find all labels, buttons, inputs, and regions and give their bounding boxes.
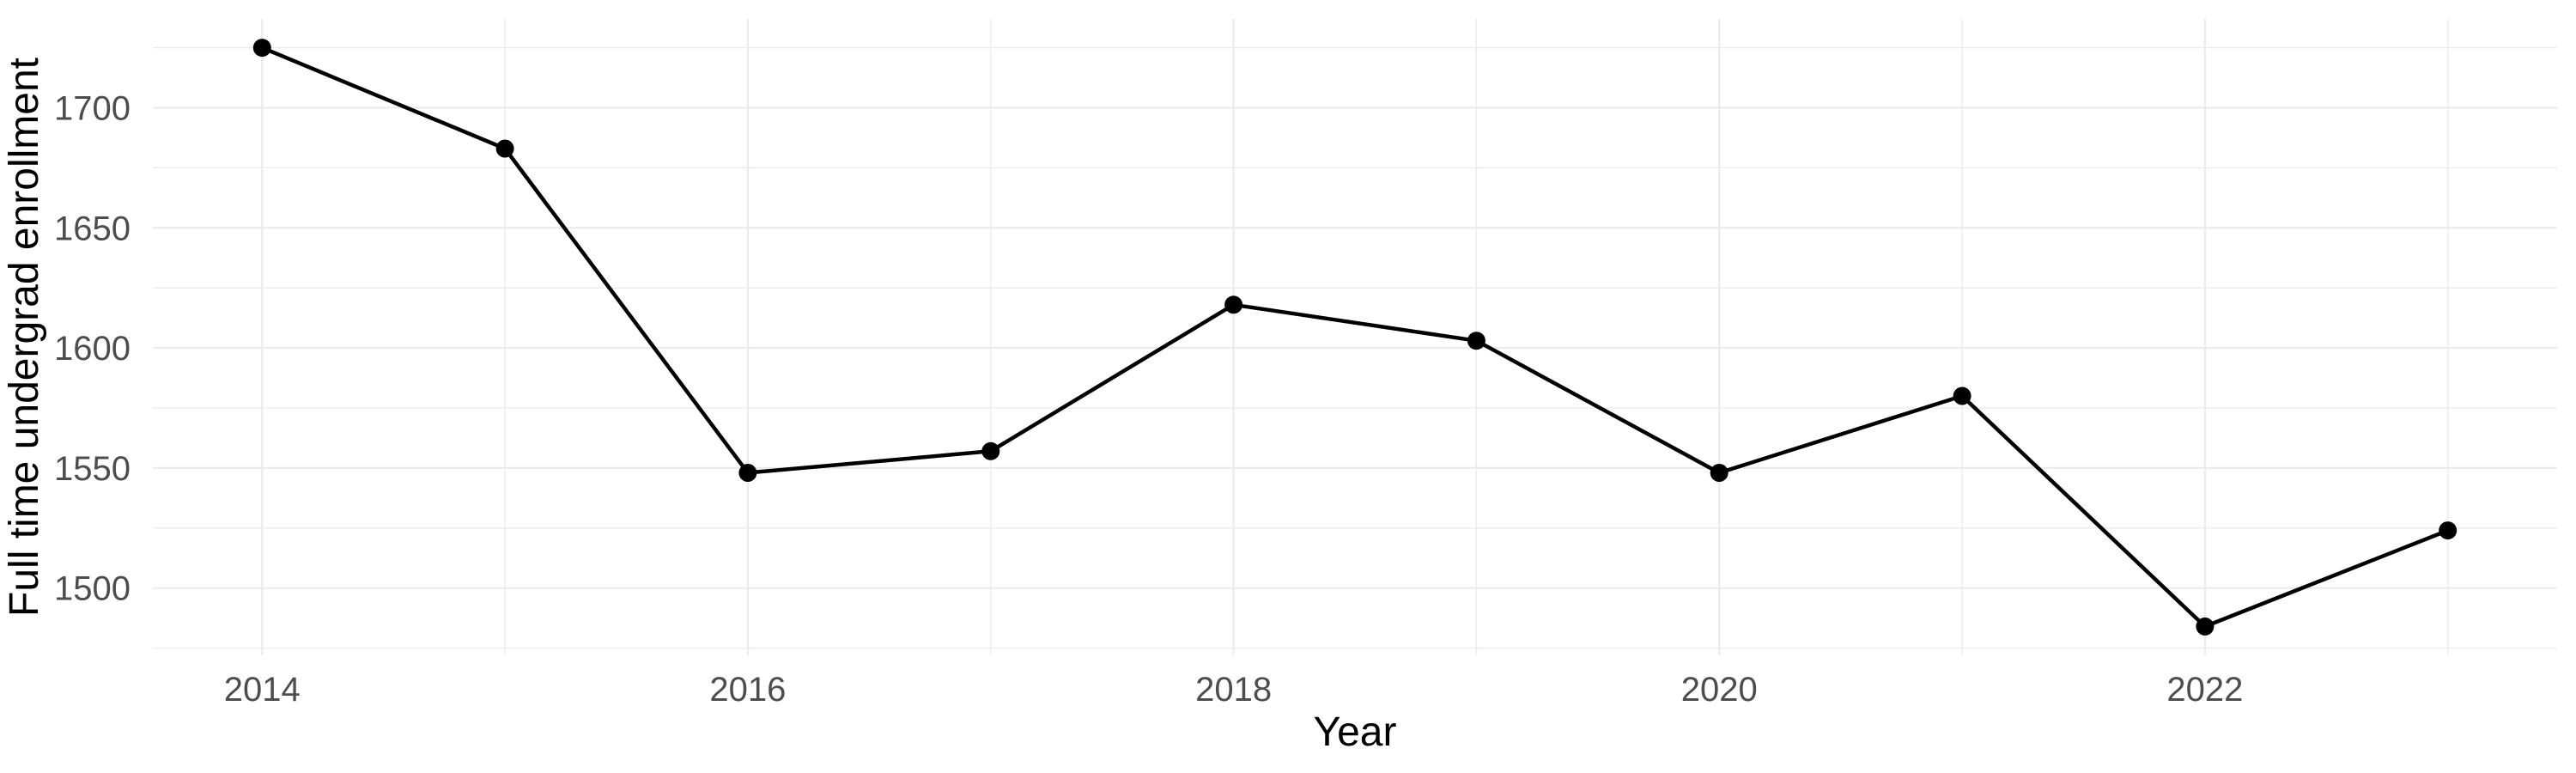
data-point-2023 [2439,521,2458,540]
x-tick-label-2022: 2022 [2166,671,2243,709]
y-tick-label-1700: 1700 [54,90,131,128]
y-tick-label-1500: 1500 [54,570,131,608]
x-axis-title: Year [1314,709,1397,755]
panel-background [153,19,2557,655]
enrollment-line [261,46,2449,629]
data-point-2021 [1953,386,1971,405]
y-tick-label-1650: 1650 [54,210,131,247]
data-point-2016 [738,464,757,482]
y-axis-title: Full time undergrad enrollment [2,58,47,617]
y-tick-label-1600: 1600 [54,330,131,368]
x-tick-label-2020: 2020 [1681,671,1758,709]
data-point-2014 [252,39,271,58]
data-point-2018 [1224,295,1243,314]
x-tick-label-2014: 2014 [224,671,301,709]
data-point-2019 [1467,332,1485,350]
y-tick-label-1550: 1550 [54,450,131,488]
data-point-2017 [981,441,1000,460]
data-point-2015 [495,139,514,158]
data-point-2022 [2196,617,2215,636]
data-point-2020 [1710,464,1728,482]
x-tick-label-2016: 2016 [709,671,786,709]
x-tick-label-2018: 2018 [1195,671,1272,709]
